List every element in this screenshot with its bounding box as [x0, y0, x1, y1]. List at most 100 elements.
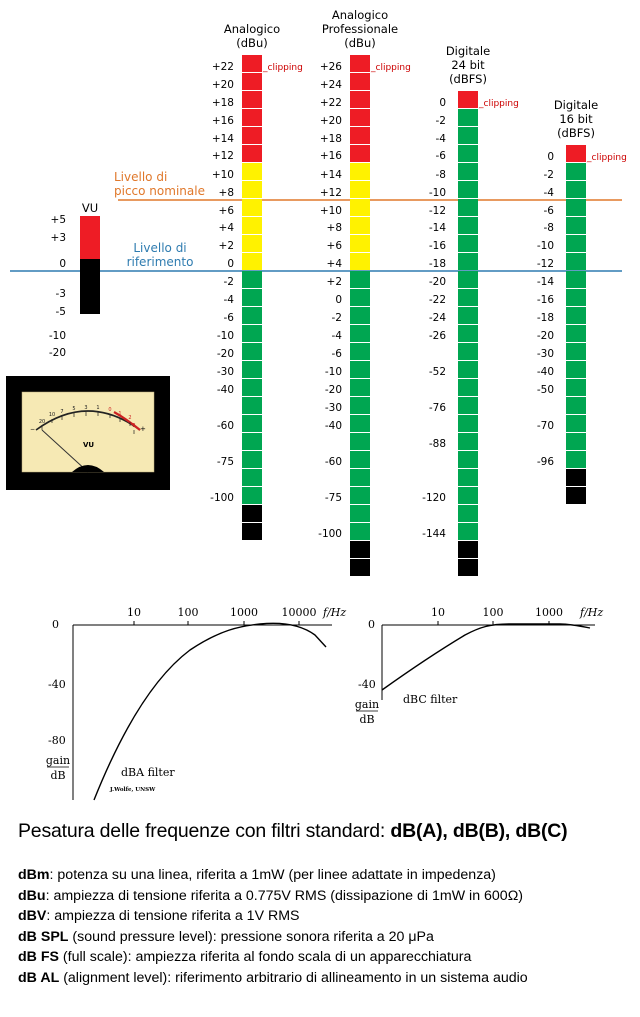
meter-scale-label: 0: [227, 258, 234, 270]
meter-scale-label: -4: [544, 187, 555, 199]
meter-segment-black: [350, 541, 370, 558]
meter-scale-label: +3: [51, 232, 66, 244]
vu-scale-label: 1: [96, 405, 99, 411]
meter-segment-green: [566, 181, 586, 198]
x-tick-label: 10: [127, 606, 141, 619]
meter-segment-red: [242, 127, 262, 144]
meter-scale-label: +2: [219, 240, 234, 252]
meter-segment-green: [458, 127, 478, 144]
meter-segment-yellow: [242, 163, 262, 180]
meter-segment-green: [350, 307, 370, 324]
meter-scale-label: +8: [327, 222, 342, 234]
meter-segment-yellow: [242, 253, 262, 270]
meter-scale-label: +16: [320, 150, 342, 162]
meter-segment-green: [566, 271, 586, 288]
meter-segment-yellow: [242, 181, 262, 198]
meter-scale-label: -18: [429, 258, 446, 270]
meter-scale-label: -8: [436, 169, 446, 181]
meter-scale-label: -16: [429, 240, 446, 252]
meter-scale-label: -2: [436, 115, 446, 127]
meter-scale-label: -60: [217, 420, 234, 432]
meter-scale-label: +14: [212, 133, 234, 145]
meter-scale-label: -75: [217, 456, 234, 468]
meter-scale-label: -40: [325, 420, 342, 432]
meter-segment-green: [458, 415, 478, 432]
meter-segment-green: [458, 433, 478, 450]
meter-segment-black: [80, 259, 100, 270]
vu-scale-red-arc: [113, 411, 141, 431]
meter-scale-label: -40: [537, 366, 554, 378]
meter-scale-label: -100: [318, 528, 342, 540]
meter-segment-green: [458, 379, 478, 396]
definition-dbm: dBm: potenza su una linea, riferita a 1m…: [18, 865, 628, 886]
vu-bar-meter: VU +5 +3 0 -3 -5 -10 -20: [49, 201, 100, 359]
y-label-db: dB: [50, 769, 65, 782]
meter-segment-green: [350, 397, 370, 414]
y-tick-label: 0: [52, 618, 59, 631]
meter-segment-green: [566, 217, 586, 234]
meter-scale-label: -75: [325, 492, 342, 504]
meter-scale-label: -2: [332, 312, 342, 324]
meter-title: (dBFS): [449, 72, 487, 86]
clipping-label: _clipping: [586, 153, 627, 163]
definition-term: dBV: [18, 908, 47, 924]
meter-segment-green: [458, 361, 478, 378]
vu-scale-label: 3: [132, 423, 135, 429]
meter-scale-label: +24: [320, 79, 342, 91]
clipping-label: _clipping: [262, 63, 303, 73]
dbc-curve: [381, 623, 591, 691]
meter-segment-green: [458, 217, 478, 234]
definition-text: : ampiezza di tensione riferita a 0.775V…: [45, 887, 524, 904]
meter-scale-label: -14: [429, 222, 446, 234]
meter-segment-green: [242, 361, 262, 378]
meter-segment-yellow: [350, 181, 370, 198]
meter-segment-red: [350, 55, 370, 72]
meter-scale-label: +18: [320, 133, 342, 145]
vu-dial-label: VU: [83, 441, 94, 449]
meter-segment-green: [350, 451, 370, 468]
meter-scale-label: 0: [335, 294, 342, 306]
definition-term: dBm: [18, 867, 50, 883]
meter-segment-green: [566, 253, 586, 270]
meter-scale-label: -8: [544, 222, 554, 234]
meter-segment-red: [80, 216, 100, 227]
meter-segment-green: [458, 523, 478, 540]
meter-title: (dBFS): [557, 126, 595, 140]
weighting-heading: Pesatura delle frequenze con filtri stan…: [18, 820, 628, 843]
vu-needle: [41, 429, 89, 473]
meter-segment-green: [458, 397, 478, 414]
vu-scale-label: 0: [108, 407, 111, 413]
meter-segment-red: [80, 227, 100, 238]
meter-segment-green: [242, 325, 262, 342]
vu-needle-hub: [72, 465, 104, 472]
analog-dbu-meter: Analogico (dBu) +22+20+18+16+14+12+10+8+…: [210, 22, 280, 540]
vu-scale-label: 2: [128, 415, 131, 421]
meter-scale-label: -76: [429, 402, 446, 414]
meter-scale-label: -20: [537, 330, 554, 342]
meter-segment-red: [242, 55, 262, 72]
y-tick-label: -40: [358, 678, 376, 691]
definition-db-fs: dB FS (full scale): ampiezza riferita al…: [18, 947, 628, 968]
meter-segment-red: [80, 238, 100, 249]
dba-curve: [93, 622, 327, 801]
meter-segment-red: [458, 91, 478, 108]
meter-segment-green: [566, 361, 586, 378]
meter-segment-green: [458, 163, 478, 180]
meter-scale-label: -20: [325, 384, 342, 396]
definition-term: dB AL: [18, 969, 60, 986]
meter-title: VU: [82, 201, 98, 215]
definition-db-spl: dB SPL (sound pressure level): pressione…: [18, 927, 628, 948]
meter-segment-green: [242, 487, 262, 504]
meter-segment-green: [242, 307, 262, 324]
meter-segment-green: [458, 505, 478, 522]
digital-24bit-meter: Digitale 24 bit (dBFS) 0 -2 -4 -6 -8 -10 -12 -1…: [422, 44, 490, 576]
meter-segment-green: [566, 199, 586, 216]
meter-segment-red: [350, 73, 370, 90]
meter-scale-label: -4: [436, 133, 447, 145]
meter-scale-label: -6: [436, 150, 447, 162]
meter-segment-green: [242, 343, 262, 360]
definition-term: dB SPL: [18, 928, 69, 945]
heading-text: Pesatura delle frequenze con filtri stan…: [18, 820, 391, 842]
meter-segment-black: [566, 487, 586, 504]
